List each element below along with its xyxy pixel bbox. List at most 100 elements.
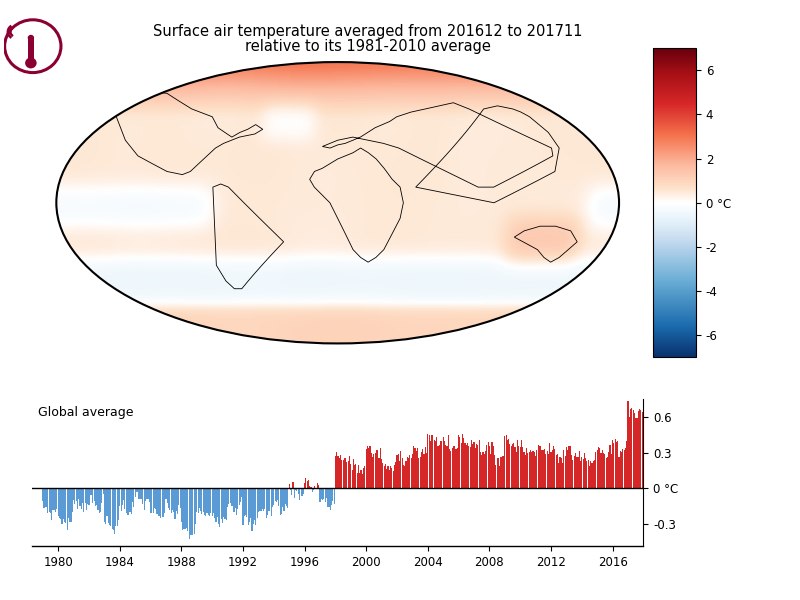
Bar (358, 466, 359, 488)
Bar (506, 440, 508, 488)
Bar (629, 417, 630, 488)
Bar (374, 452, 376, 488)
Bar (43, 488, 45, 508)
Bar (372, 457, 373, 488)
Bar (383, 466, 385, 488)
Bar (179, 488, 181, 508)
Bar (192, 488, 194, 535)
Bar (291, 488, 292, 495)
Bar (244, 488, 245, 516)
Bar (486, 445, 487, 488)
Bar (622, 449, 623, 488)
Bar (640, 410, 642, 488)
Bar (86, 488, 87, 511)
Bar (382, 463, 383, 488)
Bar (217, 488, 218, 517)
Bar (299, 488, 300, 500)
Bar (285, 488, 286, 505)
Bar (164, 488, 166, 514)
Bar (416, 451, 417, 488)
Bar (580, 461, 581, 488)
Bar (69, 488, 70, 522)
Bar (638, 411, 639, 488)
Bar (623, 450, 625, 488)
Bar (300, 488, 302, 489)
Bar (74, 488, 75, 505)
Bar (553, 446, 554, 488)
Bar (196, 488, 198, 512)
Bar (28, 38, 34, 62)
Bar (654, 453, 655, 488)
Bar (286, 488, 287, 506)
Bar (198, 488, 200, 508)
Bar (177, 488, 178, 514)
Bar (96, 488, 98, 505)
Bar (495, 465, 496, 488)
Bar (323, 488, 324, 499)
Bar (602, 451, 603, 488)
Bar (247, 488, 249, 525)
Bar (621, 452, 622, 488)
Bar (168, 488, 169, 508)
Bar (425, 446, 426, 488)
Bar (590, 461, 591, 488)
Bar (221, 488, 222, 520)
Bar (318, 485, 319, 488)
Bar (423, 454, 425, 488)
Bar (395, 462, 396, 488)
Bar (468, 446, 470, 488)
Bar (108, 488, 109, 523)
Bar (544, 449, 545, 488)
Bar (290, 488, 291, 490)
Bar (476, 444, 477, 488)
Bar (523, 452, 525, 488)
Bar (257, 488, 258, 518)
Bar (414, 448, 415, 488)
Bar (321, 488, 322, 499)
Bar (516, 452, 517, 488)
Bar (50, 488, 51, 513)
Bar (355, 464, 357, 488)
Bar (215, 488, 217, 522)
Bar (278, 488, 279, 506)
Circle shape (25, 58, 37, 68)
Bar (102, 488, 104, 494)
Bar (444, 440, 445, 488)
Bar (403, 466, 404, 488)
Bar (440, 440, 441, 488)
Bar (588, 460, 589, 488)
Bar (598, 447, 599, 488)
Bar (575, 453, 576, 488)
Bar (614, 439, 616, 488)
Bar (308, 480, 309, 488)
Bar (170, 488, 172, 513)
Bar (368, 448, 370, 488)
Bar (432, 434, 434, 488)
Bar (497, 458, 498, 488)
Bar (394, 465, 395, 488)
Bar (422, 449, 423, 488)
Bar (393, 472, 394, 488)
Bar (111, 488, 113, 529)
Bar (335, 455, 336, 488)
Bar (419, 457, 421, 488)
Bar (313, 488, 314, 490)
Bar (408, 458, 409, 488)
Bar (260, 488, 262, 511)
Bar (173, 488, 174, 512)
Bar (326, 488, 327, 498)
Bar (232, 488, 234, 506)
Bar (635, 418, 636, 488)
Bar (151, 488, 153, 514)
Bar (442, 437, 444, 488)
Bar (450, 451, 451, 488)
Bar (51, 488, 52, 520)
Bar (55, 488, 56, 512)
Bar (499, 466, 500, 488)
Bar (512, 445, 513, 488)
Bar (557, 454, 558, 488)
Bar (482, 452, 483, 488)
Bar (340, 455, 341, 488)
Bar (578, 451, 580, 488)
Bar (561, 458, 562, 488)
